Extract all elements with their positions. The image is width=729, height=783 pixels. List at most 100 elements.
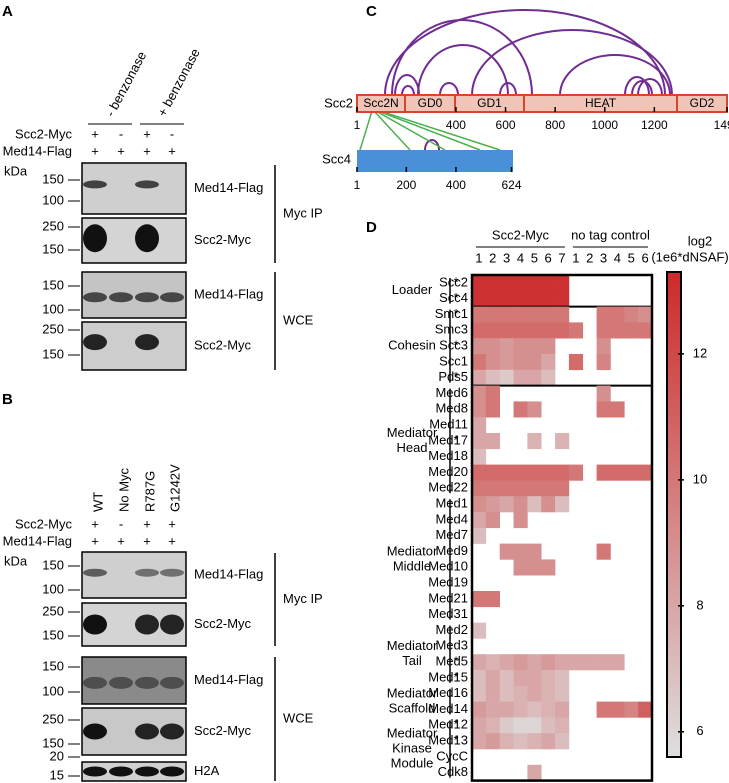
heat-cell	[513, 685, 528, 702]
heat-cell	[513, 701, 528, 718]
star: *	[453, 669, 458, 684]
heat-cell	[472, 401, 487, 418]
heat-cell	[499, 733, 514, 750]
row-label: Med14-Flag	[3, 143, 72, 158]
band	[135, 676, 159, 689]
band	[83, 180, 107, 189]
heat-cell	[499, 322, 514, 339]
ladder-label: 250	[42, 603, 64, 618]
sign: +	[91, 126, 99, 141]
band	[160, 614, 184, 635]
heat-cell	[555, 496, 570, 513]
blot-label: Scc2-Myc	[194, 616, 252, 631]
heat-cell	[513, 464, 528, 481]
heat-cell	[472, 527, 487, 544]
heat-cell	[472, 464, 487, 481]
heat-cell	[485, 480, 500, 497]
lane-label: WT	[90, 492, 105, 512]
panel-label: C	[366, 3, 377, 20]
column-label: 6	[545, 250, 552, 265]
heat-cell	[527, 322, 542, 339]
row-label: Med13	[428, 733, 468, 748]
heat-cell	[541, 685, 556, 702]
heat-cell	[596, 354, 611, 371]
heat-cell	[527, 275, 542, 292]
column-label: 5	[531, 250, 538, 265]
group-label: Mediator	[387, 425, 438, 440]
sign: +	[143, 126, 151, 141]
heat-cell	[472, 322, 487, 339]
heat-cell	[472, 622, 487, 639]
tick-label: 1	[354, 178, 361, 192]
blot	[81, 761, 187, 782]
heat-cell	[555, 717, 570, 734]
heat-cell	[499, 354, 514, 371]
heat-cell	[513, 670, 528, 687]
band	[160, 292, 184, 303]
band	[109, 766, 133, 777]
band	[135, 614, 159, 635]
group-label: Scaffold	[389, 701, 436, 716]
sign: +	[168, 143, 176, 158]
row-label: Med17	[428, 432, 468, 447]
row-label: Scc4	[439, 290, 468, 305]
column-label: 3	[503, 250, 510, 265]
blot-label: Med14-Flag	[194, 566, 263, 581]
heat-cell	[472, 385, 487, 402]
group-label: Head	[396, 440, 427, 455]
arc	[499, 82, 517, 96]
blot-label: Scc2-Myc	[194, 337, 252, 352]
row-label: Med12	[428, 717, 468, 732]
heat-cell	[527, 717, 542, 734]
condition-label: - benzonase	[102, 49, 149, 119]
heat-cell	[472, 448, 487, 465]
arc	[624, 76, 650, 96]
heat-cell	[513, 354, 528, 371]
heat-cell	[472, 591, 487, 608]
heat-cell	[596, 701, 611, 718]
link	[379, 110, 501, 151]
group-label: WCE	[283, 710, 314, 725]
heat-cell	[555, 685, 570, 702]
column-label: 6	[641, 250, 648, 265]
row-label: Med22	[428, 480, 468, 495]
tick-label: 600	[496, 118, 516, 132]
band	[83, 766, 107, 777]
group-label: Kinase	[392, 740, 432, 755]
heat-cell	[624, 322, 639, 339]
heat-cell	[527, 701, 542, 718]
ladder-label: 100	[42, 683, 64, 698]
heat-cell	[527, 354, 542, 371]
panel-label: B	[2, 391, 13, 408]
heat-cell	[541, 480, 556, 497]
row-label: CycC	[436, 748, 468, 763]
heat-cell	[610, 401, 625, 418]
heat-cell	[513, 733, 528, 750]
heat-cell	[499, 338, 514, 355]
ladder-label: 150	[42, 171, 64, 186]
colorbar	[666, 271, 682, 758]
band	[109, 676, 133, 689]
group-label: Mediator	[387, 543, 438, 558]
heat-cell	[568, 354, 584, 371]
heat-cell	[555, 654, 570, 671]
band	[83, 676, 107, 689]
heat-cell	[555, 670, 570, 687]
link	[375, 110, 446, 151]
heat-cell	[485, 275, 500, 292]
column-label: 1	[572, 250, 579, 265]
heat-cell	[555, 322, 570, 339]
heat-cell	[472, 654, 487, 671]
heat-cell	[596, 385, 611, 402]
heat-cell	[610, 322, 625, 339]
row-label: Smc3	[435, 322, 468, 337]
heat-cell	[610, 306, 625, 323]
row-label: Med15	[428, 669, 468, 684]
row-label: Smc1	[435, 306, 468, 321]
heat-cell	[527, 464, 542, 481]
heat-cell	[555, 701, 570, 718]
column-label: 4	[614, 250, 621, 265]
heat-cell	[527, 543, 542, 560]
heat-cell	[541, 306, 556, 323]
colorbar-title: log2	[688, 233, 713, 248]
